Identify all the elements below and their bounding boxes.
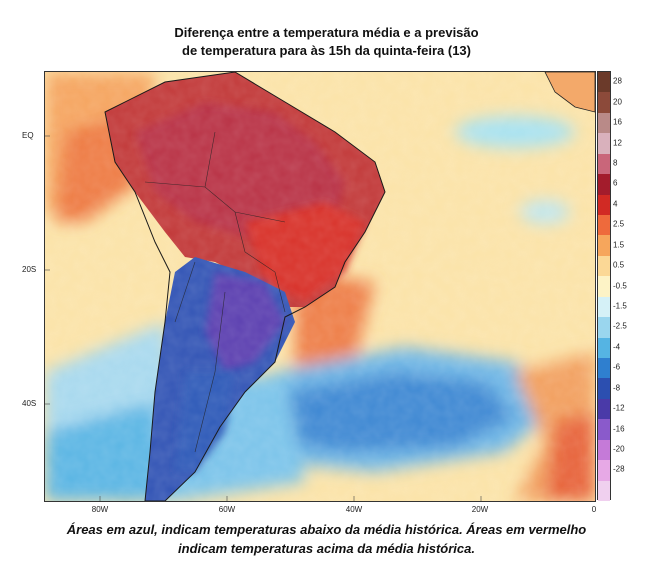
colorbar-segment (598, 72, 610, 93)
colorbar-segment (598, 92, 610, 114)
south-america-landmass (45, 72, 595, 501)
colorbar-segment (598, 419, 610, 441)
title-line-2: de temperatura para às 15h da quinta-fei… (182, 43, 471, 58)
colorbar-segment (598, 235, 610, 257)
colorbar-tick-label: -16 (613, 424, 625, 433)
colorbar-segment (598, 215, 610, 236)
colorbar-tick-label: -0.5 (613, 281, 627, 290)
colorbar-segment (598, 153, 610, 175)
lon-label-60w: 60W (218, 505, 236, 514)
colorbar-tick-label: 20 (613, 97, 622, 107)
lon-label-20w: 20W (471, 505, 489, 514)
lon-label-80w: 80W (91, 505, 109, 514)
map-caption: Áreas em azul, indicam temperaturas abai… (0, 520, 653, 558)
colorbar-segment (598, 480, 610, 502)
colorbar-tick-label: 12 (613, 138, 622, 147)
colorbar-tick-label: 2.5 (613, 219, 625, 229)
colorbar-segment (598, 296, 610, 318)
colorbar-segment (598, 133, 610, 155)
map-title: Diferença entre a temperatura média e a … (0, 24, 653, 60)
title-line-1: Diferença entre a temperatura média e a … (174, 25, 479, 40)
colorbar-segment (598, 194, 610, 216)
colorbar-segment (598, 276, 610, 298)
colorbar-tick-label: 28 (613, 76, 622, 86)
map-canvas (45, 72, 595, 501)
colorbar-tick-label: -4 (613, 342, 621, 352)
colorbar-tick-label: -8 (613, 383, 621, 393)
colorbar-tick-label: 1.5 (613, 240, 625, 250)
colorbar-tick-label: 16 (613, 117, 622, 127)
colorbar-tick-label: -12 (613, 403, 625, 413)
colorbar-segment (598, 255, 610, 277)
colorbar-segment (598, 398, 610, 420)
colorbar-segment (598, 439, 610, 461)
lon-label-0: 0 (591, 505, 597, 514)
colorbar-tick-label: 8 (613, 158, 618, 168)
colorbar-tick-label: 0.5 (613, 260, 625, 270)
lat-label-eq: EQ (22, 131, 34, 140)
colorbar-tick-label: -28 (613, 464, 625, 474)
colorbar-segment (598, 174, 610, 196)
colorbar-segment (598, 337, 610, 359)
colorbar-tick-label: -1.5 (613, 301, 627, 311)
colorbar-segment (598, 317, 610, 339)
colorbar (597, 71, 611, 502)
colorbar-tick-label: -20 (613, 444, 625, 454)
colorbar-tick-label: 4 (613, 199, 618, 209)
colorbar-tick-label: -6 (613, 362, 621, 372)
graticule (45, 135, 482, 501)
caption-line-1: Áreas em azul, indicam temperaturas abai… (66, 522, 587, 537)
lat-label-20s: 20S (22, 265, 37, 274)
colorbar-tick-label: -2.5 (613, 321, 627, 331)
colorbar-segment (598, 358, 610, 379)
lat-label-40s: 40S (22, 399, 37, 408)
colorbar-segment (598, 112, 610, 134)
colorbar-segment (598, 378, 610, 400)
colorbar-tick-label: 6 (613, 178, 618, 188)
caption-line-2: indicam temperaturas acima da média hist… (178, 541, 475, 556)
colorbar-segment (598, 460, 610, 482)
lon-label-40w: 40W (345, 505, 363, 514)
temperature-anomaly-map (44, 71, 596, 502)
africa-landmass (544, 72, 595, 113)
